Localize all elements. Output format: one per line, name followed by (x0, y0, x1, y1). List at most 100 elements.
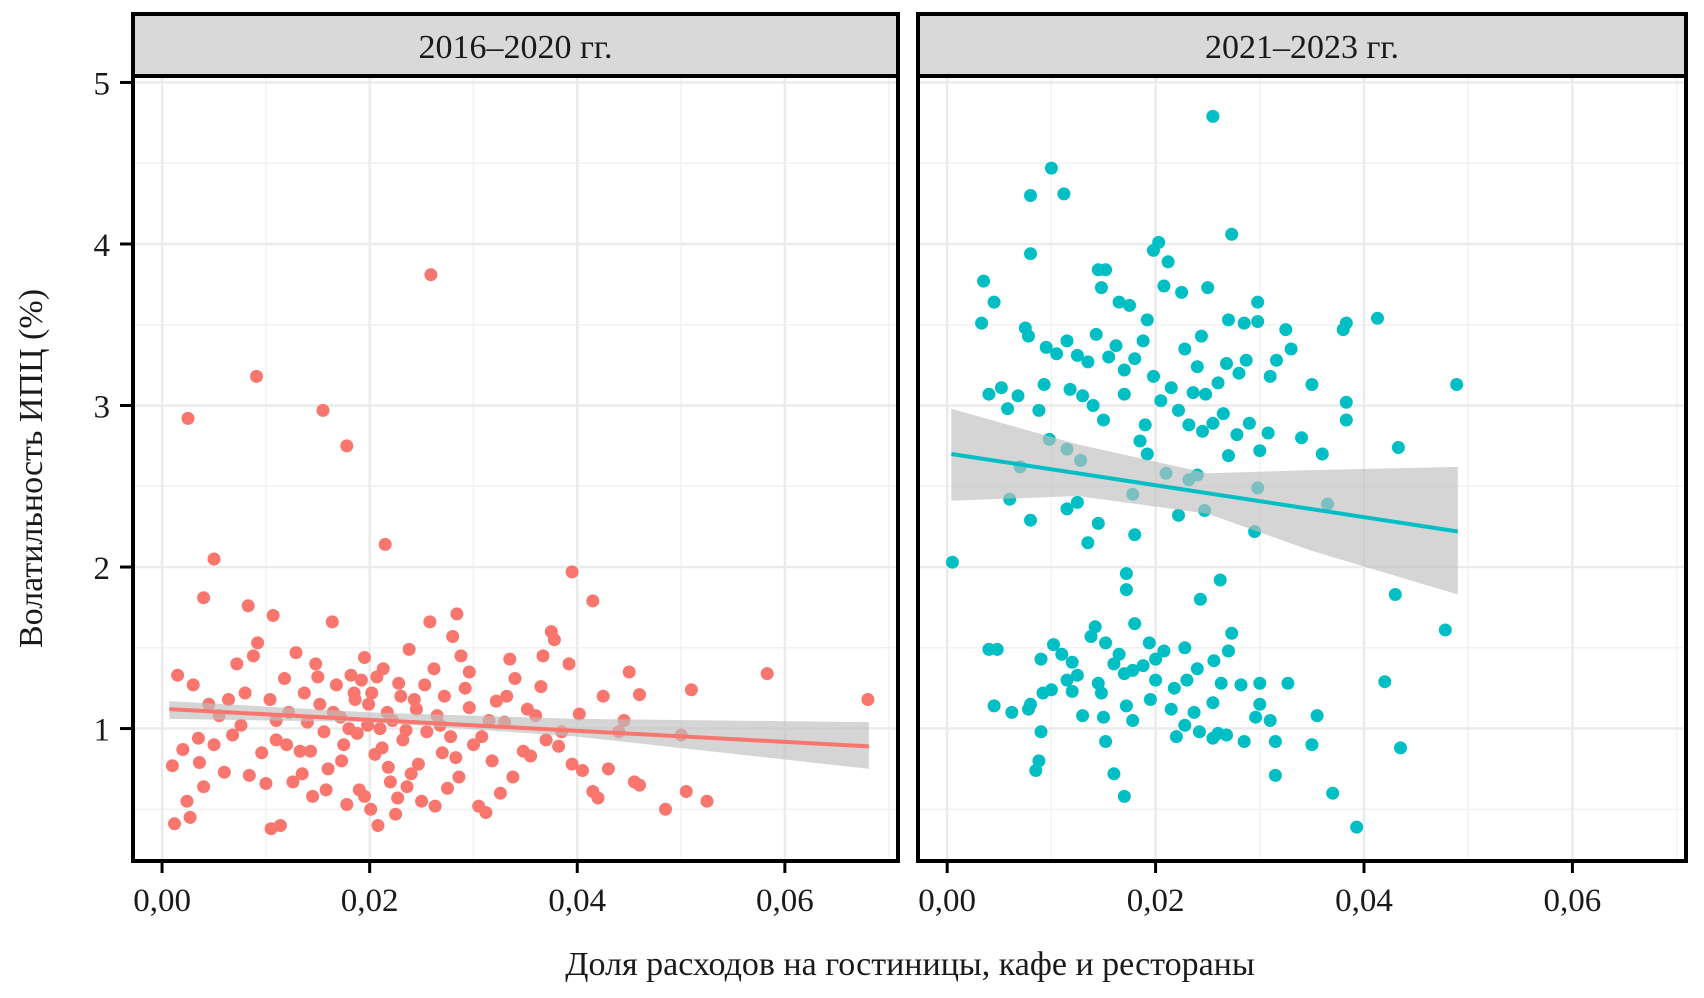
data-point (586, 594, 600, 608)
data-point (1060, 502, 1074, 516)
data-point (1201, 281, 1215, 295)
data-point (1140, 313, 1154, 327)
data-point (1001, 402, 1015, 416)
data-point (404, 767, 418, 781)
data-point (1326, 786, 1340, 800)
data-point (402, 642, 416, 656)
data-point (176, 743, 190, 756)
data-point (679, 785, 693, 798)
data-point (319, 783, 333, 797)
data-point (1149, 652, 1163, 666)
data-point (197, 591, 211, 605)
data-point (1186, 386, 1200, 400)
data-point (378, 537, 392, 551)
data-point (987, 699, 1001, 713)
data-point (462, 665, 476, 679)
data-point (1022, 329, 1035, 343)
data-point (1065, 655, 1079, 669)
x-tick-label: 0,02 (341, 883, 399, 919)
data-point (1117, 667, 1131, 681)
data-point (449, 751, 463, 765)
data-point (982, 387, 996, 401)
data-point (1070, 348, 1084, 362)
data-point (450, 607, 464, 621)
data-point (313, 697, 327, 711)
data-point (1206, 416, 1220, 430)
data-point (1157, 279, 1171, 293)
data-point (572, 707, 586, 721)
data-point (1034, 652, 1048, 666)
data-point (1222, 644, 1235, 658)
data-point (1086, 399, 1100, 412)
data-point (1169, 730, 1183, 744)
data-point (506, 770, 520, 784)
data-point (1211, 376, 1225, 390)
data-point (1253, 697, 1267, 711)
data-point (1128, 617, 1142, 631)
data-point (1070, 668, 1084, 682)
data-point (255, 746, 269, 760)
data-point (1142, 636, 1156, 650)
trend-line-group (169, 701, 870, 769)
data-point (1117, 363, 1131, 377)
data-point (1136, 334, 1150, 348)
data-point (1206, 696, 1220, 710)
data-point (1263, 369, 1277, 383)
data-point (441, 781, 454, 795)
data-point (861, 693, 875, 706)
data-point (1076, 389, 1090, 403)
data-point (1128, 528, 1142, 542)
data-point (1199, 387, 1213, 401)
y-axis-title: Волатильность ИПЦ (%) (13, 289, 50, 648)
data-point (446, 630, 460, 643)
data-point (987, 295, 1001, 309)
data-point (400, 780, 414, 794)
data-point (633, 688, 646, 702)
panel-frame (916, 74, 1688, 863)
scatter-points (945, 109, 1464, 834)
data-point (311, 670, 325, 684)
data-point (1371, 311, 1384, 325)
data-point (391, 791, 405, 805)
data-point (633, 778, 646, 792)
data-point (1263, 714, 1277, 727)
data-point (1190, 662, 1204, 676)
data-point (427, 662, 441, 676)
data-point (977, 274, 991, 288)
trend-line (169, 707, 870, 749)
data-point (1175, 285, 1189, 299)
data-point (1239, 353, 1253, 367)
gridlines (918, 76, 1686, 861)
data-point (1182, 418, 1196, 432)
data-point (1178, 342, 1192, 356)
data-point (1088, 620, 1102, 634)
data-point (1089, 327, 1103, 341)
data-point (1234, 678, 1248, 692)
data-point (489, 694, 503, 708)
data-point (1167, 681, 1181, 695)
data-point (381, 760, 395, 774)
data-point (317, 725, 331, 739)
x-axis-title: Доля расходов на гостиницы, кафе и ресто… (565, 946, 1255, 983)
data-point (1022, 702, 1035, 716)
data-point (399, 723, 413, 737)
data-point (1128, 352, 1142, 366)
data-point (278, 672, 291, 685)
data-point (1032, 403, 1046, 417)
panel-strip (916, 12, 1688, 78)
data-point (264, 822, 278, 836)
data-point (1091, 516, 1105, 530)
data-point (552, 739, 566, 753)
data-point (1097, 710, 1110, 724)
data-point (197, 780, 211, 794)
data-point (454, 649, 468, 663)
x-axis: 0,00 0,02 0,04 0,06 (133, 861, 814, 919)
data-point (1194, 329, 1208, 343)
data-point (192, 756, 206, 769)
data-point (1084, 630, 1098, 643)
data-point (1063, 382, 1077, 396)
data-point (1136, 659, 1150, 673)
data-point (415, 794, 429, 808)
data-point (565, 757, 579, 771)
data-point (375, 741, 389, 755)
